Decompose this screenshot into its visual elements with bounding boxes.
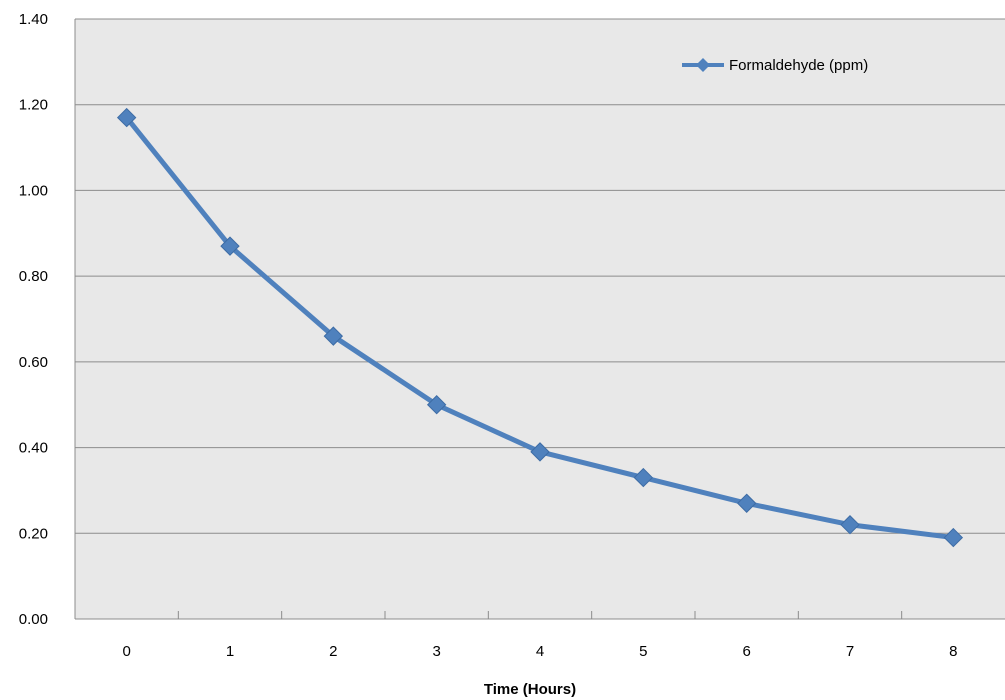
x-tick-label: 6 [742, 643, 750, 660]
y-tick-label: 1.20 [19, 97, 48, 114]
x-tick-label: 8 [949, 643, 957, 660]
y-tick-label: 1.00 [19, 182, 48, 199]
y-axis-ticks: 0.00 0.20 0.40 0.60 0.80 1.00 1.20 1.40 [19, 11, 48, 628]
legend-label: Formaldehyde (ppm) [729, 57, 868, 74]
x-tick-label: 4 [536, 643, 544, 660]
y-tick-label: 0.80 [19, 268, 48, 285]
x-tick-label: 5 [639, 643, 647, 660]
y-tick-label: 0.60 [19, 354, 48, 371]
y-tick-label: 0.00 [19, 611, 48, 628]
x-tick-label: 1 [226, 643, 234, 660]
x-tick-label: 2 [329, 643, 337, 660]
y-tick-label: 1.40 [19, 11, 48, 28]
x-tick-label: 7 [846, 643, 854, 660]
x-axis-title: Time (Hours) [484, 681, 576, 698]
x-tick-label: 3 [432, 643, 440, 660]
y-tick-label: 0.20 [19, 525, 48, 542]
y-tick-label: 0.40 [19, 440, 48, 457]
x-tick-label: 0 [122, 643, 130, 660]
